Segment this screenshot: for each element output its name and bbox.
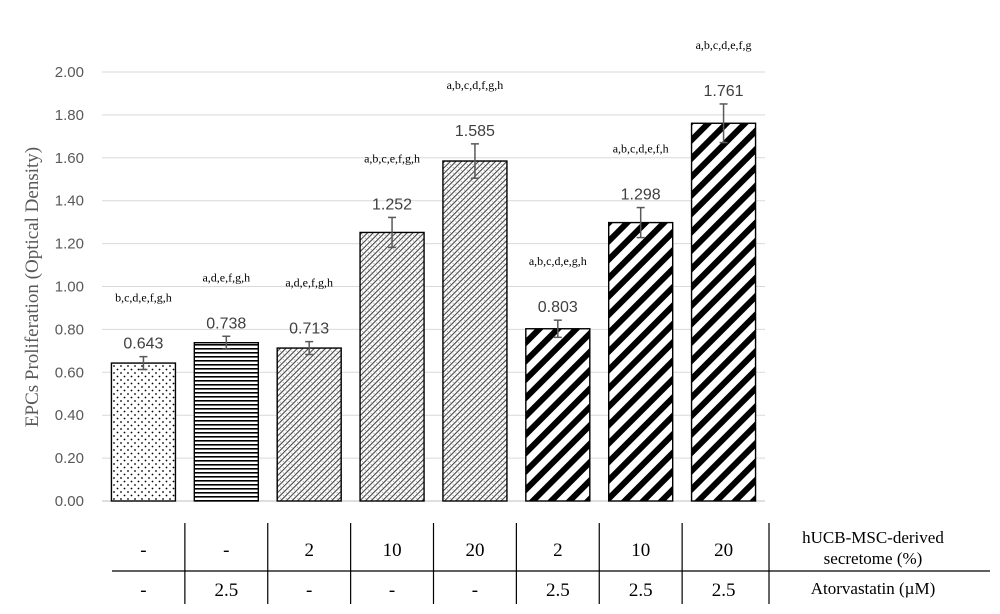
y-tick-label: 1.80 bbox=[55, 107, 84, 124]
significance-label: a,d,e,f,g,h bbox=[202, 270, 250, 284]
table-cell: 2.5 bbox=[629, 580, 653, 601]
table-cell: 2 bbox=[553, 540, 563, 561]
significance-label: a,b,c,e,f,g,h bbox=[364, 151, 420, 165]
table-cell: 20 bbox=[465, 540, 484, 561]
bar bbox=[193, 341, 260, 502]
y-tick-label: 1.20 bbox=[55, 236, 84, 253]
table-cell: - bbox=[223, 540, 229, 561]
table-cell: - bbox=[472, 580, 478, 601]
y-tick-label: 1.60 bbox=[55, 150, 84, 167]
y-tick-label: 0.80 bbox=[55, 321, 84, 338]
significance-label: a,d,e,f,g,h bbox=[285, 276, 333, 290]
data-label: 1.252 bbox=[372, 196, 412, 213]
row-label: hUCB-MSC-derived bbox=[802, 528, 944, 547]
row-label: Atorvastatin (µM) bbox=[811, 579, 936, 598]
y-tick-label: 0.40 bbox=[55, 407, 84, 424]
table-cell: 20 bbox=[714, 540, 733, 561]
table-cell: - bbox=[306, 580, 312, 601]
bar bbox=[607, 221, 674, 502]
table-cell: - bbox=[140, 580, 146, 601]
data-label: 0.738 bbox=[206, 315, 246, 332]
data-label: 0.713 bbox=[289, 321, 329, 338]
bar bbox=[442, 160, 508, 502]
bar bbox=[690, 122, 757, 502]
significance-label: a,b,c,d,e,f,h bbox=[613, 142, 669, 156]
table-cell: 10 bbox=[383, 540, 402, 561]
row-label: secretome (%) bbox=[824, 549, 923, 568]
data-label: 1.298 bbox=[621, 187, 661, 204]
condition-table: - - - 2.5 2 - 10 - 20 - 2 2.5 10 2.5 20 2.5 hUCB-MSC-der… bbox=[112, 523, 990, 604]
y-axis: 0.00 0.20 0.40 0.60 0.80 1.00 1.20 1.40 1.60 1.80… bbox=[55, 64, 84, 510]
y-tick-label: 1.00 bbox=[55, 279, 84, 296]
y-tick-label: 2.00 bbox=[55, 64, 84, 81]
data-label: 1.585 bbox=[455, 123, 495, 140]
bar bbox=[525, 328, 591, 502]
y-axis-label: EPCs Proliferation (Optical Density) bbox=[22, 147, 43, 427]
table-cell: 2 bbox=[304, 540, 314, 561]
data-label: 0.643 bbox=[123, 336, 163, 353]
y-tick-label: 0.60 bbox=[55, 364, 84, 381]
bars: 0.643 b,c,d,e,f,g,h 0.738 a,d,e,f,g,h 0.713 a… bbox=[110, 38, 757, 502]
y-tick-label: 0.00 bbox=[55, 493, 84, 510]
y-tick-label: 0.20 bbox=[55, 450, 84, 467]
y-tick-label: 1.40 bbox=[55, 193, 84, 210]
bar bbox=[276, 347, 342, 502]
table-cell: 2.5 bbox=[712, 580, 736, 601]
bar bbox=[359, 231, 425, 502]
significance-label: a,b,c,d,f,g,h bbox=[447, 78, 504, 92]
significance-label: a,b,c,d,e,f,g bbox=[696, 38, 752, 52]
table-cell: - bbox=[140, 540, 146, 561]
data-label: 1.761 bbox=[704, 83, 744, 100]
table-cell: 10 bbox=[631, 540, 650, 561]
table-cell: 2.5 bbox=[546, 580, 570, 601]
data-label: 0.803 bbox=[538, 299, 578, 316]
table-cell: 2.5 bbox=[214, 580, 238, 601]
bar bbox=[110, 362, 177, 502]
significance-label: a,b,c,d,e,g,h bbox=[529, 254, 587, 268]
significance-label: b,c,d,e,f,g,h bbox=[115, 291, 172, 305]
table-cell: - bbox=[389, 580, 395, 601]
